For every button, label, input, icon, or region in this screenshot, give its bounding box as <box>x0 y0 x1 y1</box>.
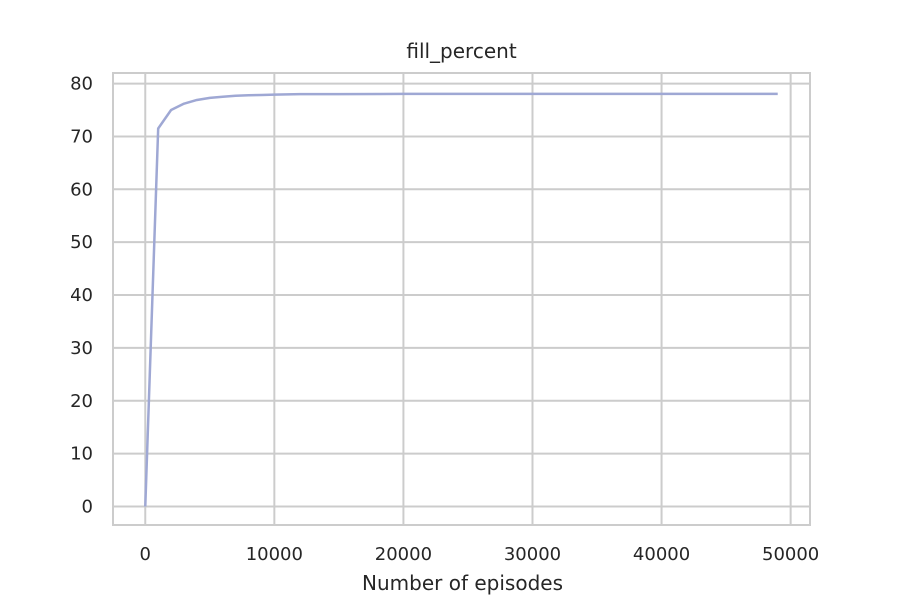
y-tick-label: 0 <box>82 496 93 517</box>
x-tick-label: 50000 <box>762 544 819 565</box>
grid-lines <box>113 73 810 525</box>
y-tick-label: 80 <box>70 74 93 95</box>
plot-frame <box>112 72 811 526</box>
x-tick-label: 10000 <box>246 544 303 565</box>
x-tick-label: 20000 <box>375 544 432 565</box>
series-line <box>144 92 778 507</box>
y-tick-label: 60 <box>70 179 93 200</box>
series-layer <box>144 92 778 507</box>
y-tick-label: 20 <box>70 391 93 412</box>
x-axis-label: Number of episodes <box>362 571 563 595</box>
chart-title: fill_percent <box>406 39 516 63</box>
x-tick-label: 40000 <box>633 544 690 565</box>
x-tick-label: 30000 <box>504 544 561 565</box>
y-tick-labels: 0 10 20 30 40 50 60 70 80 <box>70 74 93 518</box>
y-tick-label: 10 <box>70 444 93 465</box>
y-tick-label: 70 <box>70 126 93 147</box>
x-tick-label: 0 <box>140 544 151 565</box>
y-tick-label: 40 <box>70 285 93 306</box>
y-tick-label: 50 <box>70 232 93 253</box>
x-tick-labels: 0 10000 20000 30000 40000 50000 <box>140 544 820 565</box>
y-tick-label: 30 <box>70 338 93 359</box>
